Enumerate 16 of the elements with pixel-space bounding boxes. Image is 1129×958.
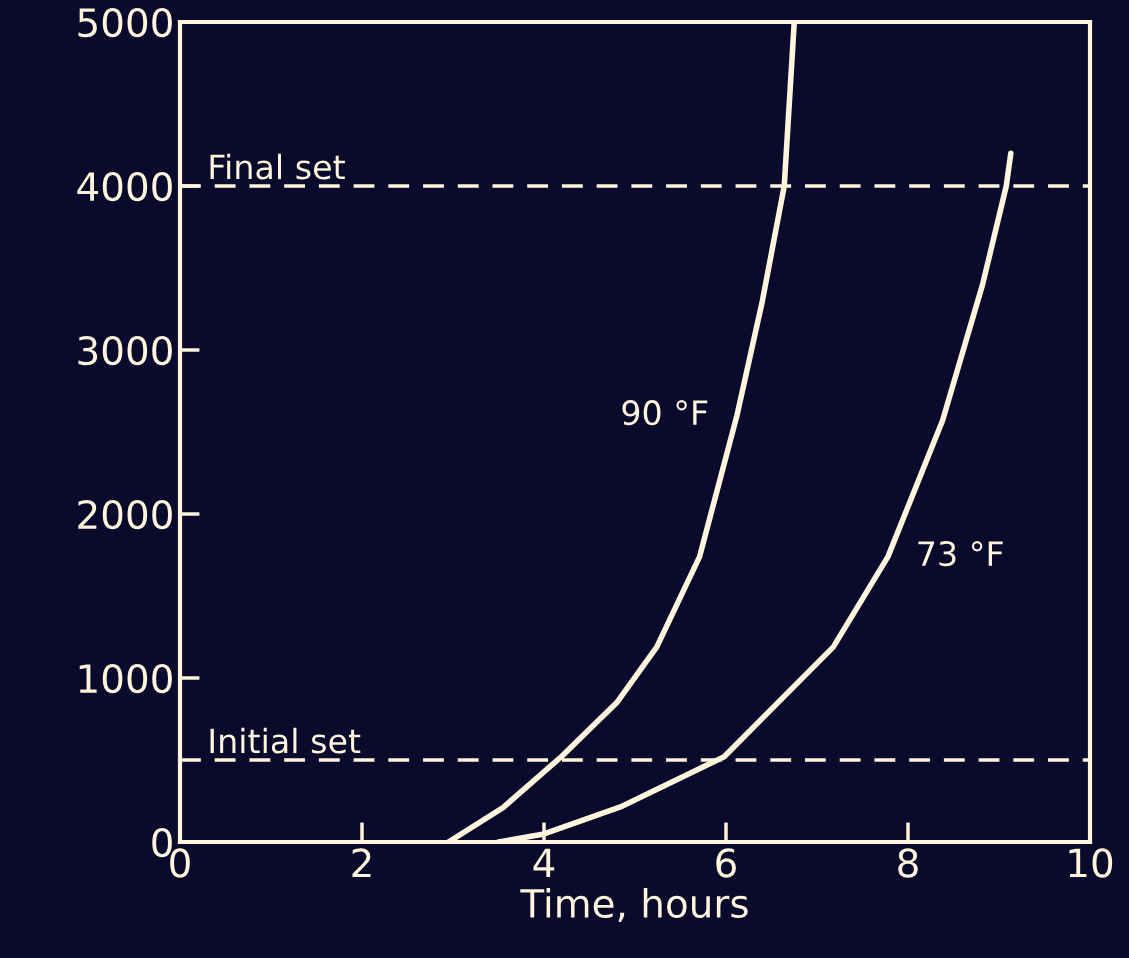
x-axis-title: Time, hours (520, 887, 748, 923)
x-tick-label: 10 (1069, 848, 1113, 878)
y-tick-label: 2000 (78, 499, 172, 530)
x-tick-label: 4 (533, 848, 555, 878)
y-tick-label: 3000 (78, 335, 172, 366)
y-tick-label: 1000 (79, 663, 172, 694)
y-tick-label: 0 (152, 827, 172, 858)
x-tick-label: 8 (898, 848, 918, 878)
series-label: 73 °F (918, 541, 1003, 567)
y-tick-label: 5000 (78, 7, 172, 38)
series-label: 90 °F (622, 400, 708, 426)
ref-line-label: Final set (210, 153, 345, 180)
x-tick-label: 2 (352, 848, 371, 878)
y-tick-label: 4000 (77, 171, 172, 202)
ref-line-label: Initial set (210, 727, 361, 754)
x-tick-label: 6 (716, 848, 736, 878)
